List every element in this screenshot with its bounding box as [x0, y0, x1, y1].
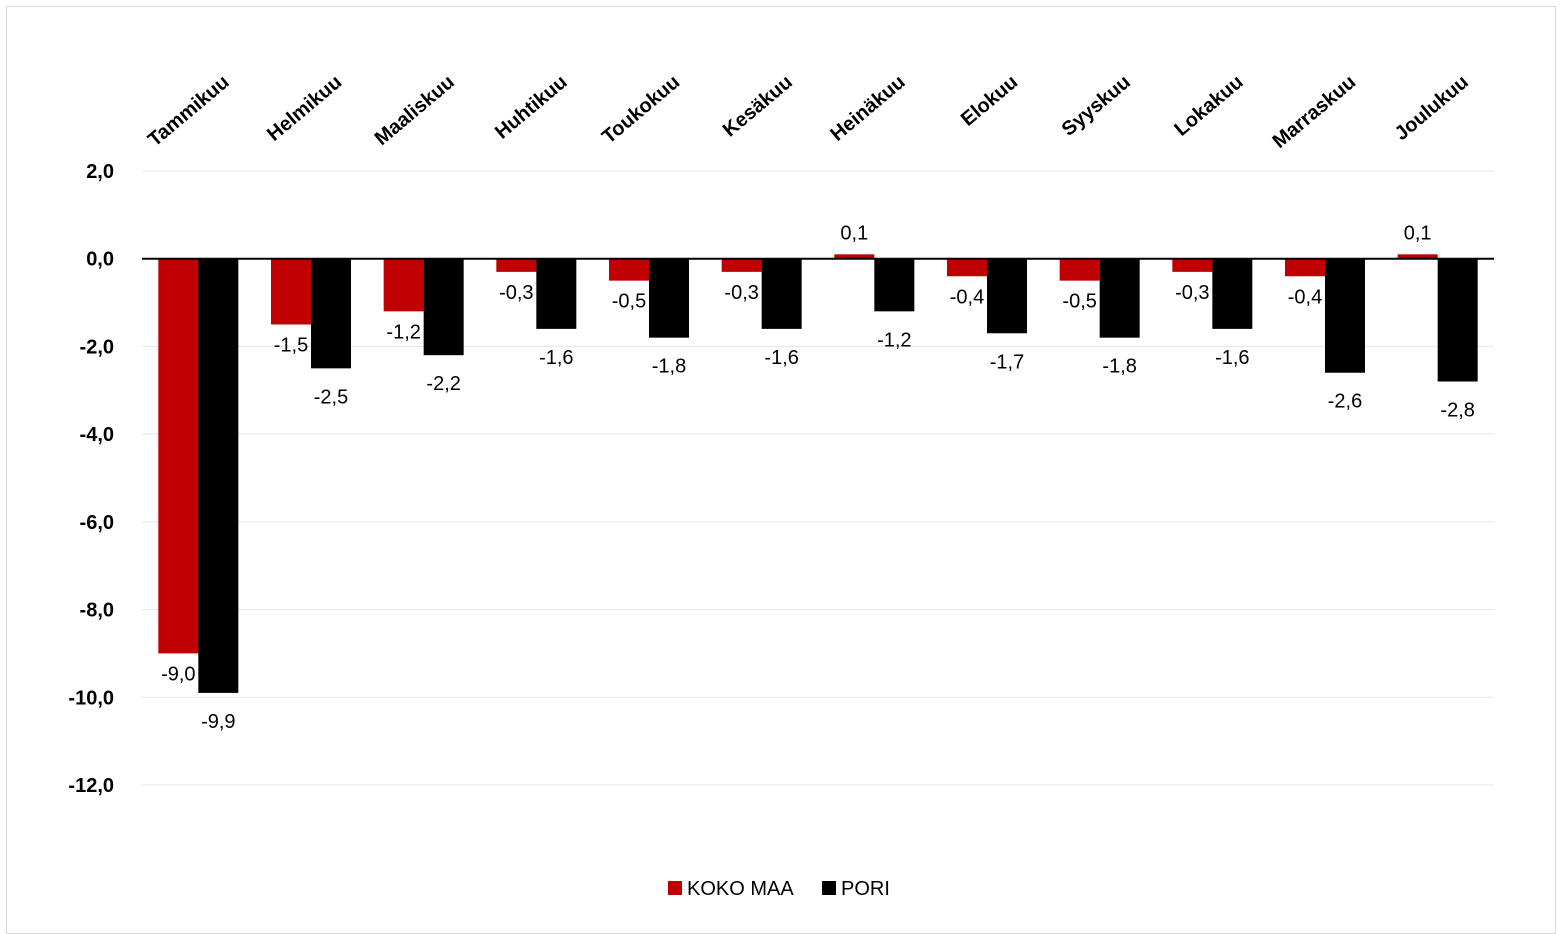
bar — [383, 258, 424, 312]
data-label: 0,1 — [1404, 222, 1432, 244]
x-tick-label: Huhtikuu — [491, 71, 572, 144]
y-tick-label: 2,0 — [86, 161, 114, 183]
data-label: -2,5 — [314, 386, 348, 408]
y-tick-label: -8,0 — [80, 600, 114, 622]
y-tick-label: -6,0 — [80, 512, 114, 534]
x-tick-label: Lokakuu — [1170, 71, 1247, 141]
x-axis-ticks: Tammikuu Helmikuu Maaliskuu Huhtikuu Toukoku… — [144, 71, 1473, 153]
y-tick-label: -10,0 — [68, 687, 114, 709]
bar — [1437, 258, 1478, 382]
bar — [1212, 258, 1253, 329]
x-tick-label: Elokuu — [957, 71, 1022, 131]
y-tick-label: -2,0 — [80, 336, 114, 358]
bar — [423, 258, 464, 356]
data-label: -1,6 — [1215, 347, 1249, 369]
x-tick-label: Tammikuu — [144, 71, 234, 151]
data-label: -0,3 — [499, 282, 533, 304]
x-tick-label: Joulukuu — [1391, 71, 1473, 145]
data-label: -1,8 — [652, 356, 686, 378]
data-label: -0,5 — [1062, 291, 1096, 313]
bar — [271, 258, 311, 325]
data-label: -0,5 — [612, 291, 646, 313]
bars — [158, 254, 1478, 693]
y-tick-label: -12,0 — [68, 775, 114, 797]
bar — [311, 258, 351, 369]
data-label: 0,1 — [840, 222, 868, 244]
bar — [947, 258, 987, 277]
data-labels: -9,0 -1,5 -1,2 -0,3 -0,5 -0,3 0,1 -0,4 -0,5 -0,3 -… — [161, 222, 1475, 733]
bar — [198, 258, 239, 693]
bar — [874, 258, 915, 312]
bar — [496, 258, 537, 272]
legend-swatch — [668, 881, 682, 895]
data-label: -1,8 — [1102, 356, 1136, 378]
data-label: -2,2 — [426, 373, 460, 395]
data-label: -1,7 — [990, 351, 1024, 373]
data-label: -1,2 — [877, 329, 911, 351]
x-tick-label: Toukokuu — [598, 71, 684, 148]
bar — [1099, 258, 1140, 338]
y-tick-label: 0,0 — [86, 249, 114, 271]
x-tick-label: Helmikuu — [263, 71, 346, 146]
gridlines — [142, 170, 1494, 786]
bar — [158, 258, 199, 654]
data-label: -0,3 — [724, 282, 758, 304]
x-tick-label: Heinäkuu — [826, 71, 909, 146]
bar — [834, 254, 875, 259]
data-label: -1,6 — [539, 347, 573, 369]
data-label: -9,0 — [161, 663, 195, 685]
data-label: -1,2 — [386, 321, 420, 343]
data-label: -0,4 — [950, 286, 984, 308]
bar — [1172, 258, 1213, 272]
bar — [987, 258, 1027, 334]
data-label: -2,8 — [1440, 400, 1474, 422]
x-tick-label: Marraskuu — [1269, 71, 1361, 153]
bar — [649, 258, 689, 338]
data-label: -1,6 — [764, 347, 798, 369]
bar — [721, 258, 762, 272]
bar — [1397, 254, 1438, 259]
bar — [1285, 258, 1325, 277]
bar — [1059, 258, 1100, 281]
y-axis-ticks: 2,0 0,0 -2,0 -4,0 -6,0 -8,0 -10,0 -12,0 — [68, 161, 114, 797]
y-tick-label: -4,0 — [80, 424, 114, 446]
legend-label: PORI — [841, 878, 890, 900]
legend: KOKO MAA PORI — [668, 878, 890, 900]
data-label: -0,3 — [1175, 282, 1209, 304]
chart-frame — [6, 6, 1556, 934]
bar — [761, 258, 802, 329]
data-label: -0,4 — [1288, 286, 1322, 308]
legend-swatch — [822, 881, 836, 895]
legend-label: KOKO MAA — [687, 878, 794, 900]
data-label: -2,6 — [1328, 391, 1362, 413]
bar — [609, 258, 649, 281]
bar — [536, 258, 577, 329]
x-tick-label: Syyskuu — [1058, 71, 1135, 141]
data-label: -1,5 — [274, 335, 308, 357]
data-label: -9,9 — [201, 711, 235, 733]
x-tick-label: Maaliskuu — [371, 71, 459, 150]
x-tick-label: Kesäkuu — [719, 71, 797, 141]
bar — [1325, 258, 1365, 373]
